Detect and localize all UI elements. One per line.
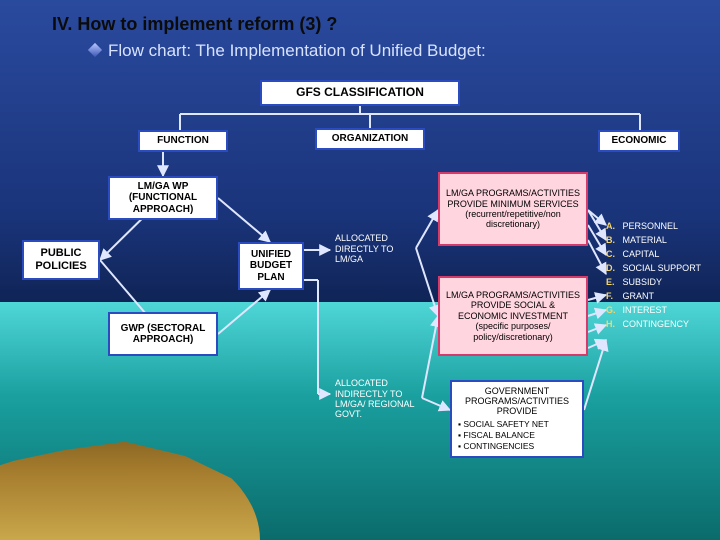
node-function: FUNCTION	[138, 130, 228, 152]
subtitle-text: Flow chart: The Implementation of Unifie…	[108, 41, 486, 60]
node-organization: ORGANIZATION	[315, 128, 425, 150]
gov-item: ▪ SOCIAL SAFETY NET	[458, 419, 576, 429]
econ-item: H. CONTINGENCY	[606, 318, 701, 332]
node-gwp: GWP (SECTORAL APPROACH)	[108, 312, 218, 356]
flowchart-canvas: GFS CLASSIFICATION FUNCTION ORGANIZATION EC…	[0, 70, 720, 540]
node-lmga_func: LM/GA WP (FUNCTIONAL APPROACH)	[108, 176, 218, 220]
econ-item: E. SUBSIDY	[606, 276, 701, 290]
node-gfs: GFS CLASSIFICATION	[260, 80, 460, 106]
gov-head: GOVERNMENT PROGRAMS/ACTIVITIES PROVIDE	[458, 386, 576, 416]
diamond-bullet-icon	[88, 43, 102, 57]
government-programs-box: GOVERNMENT PROGRAMS/ACTIVITIES PROVIDE ▪…	[450, 380, 584, 458]
gov-item: ▪ FISCAL BALANCE	[458, 430, 576, 440]
economic-list: A. PERSONNELB. MATERIALC. CAPITALD. SOCI…	[606, 220, 701, 332]
gov-list: ▪ SOCIAL SAFETY NET▪ FISCAL BALANCE▪ CON…	[458, 419, 576, 451]
node-alloc_dir: ALLOCATED DIRECTLY TO LM/GA	[330, 228, 416, 270]
node-public: PUBLIC POLICIES	[22, 240, 100, 280]
node-economic: ECONOMIC	[598, 130, 680, 152]
econ-item: G. INTEREST	[606, 304, 701, 318]
node-prog_min: LM/GA PROGRAMS/ACTIVITIES PROVIDE MINIMU…	[438, 172, 588, 246]
gov-item: ▪ CONTINGENCIES	[458, 441, 576, 451]
page-title: IV. How to implement reform (3) ?	[52, 14, 337, 35]
econ-item: C. CAPITAL	[606, 248, 701, 262]
node-alloc_ind: ALLOCATED INDIRECTLY TO LM/GA/ REGIONAL …	[330, 370, 422, 428]
econ-item: B. MATERIAL	[606, 234, 701, 248]
econ-item: F. GRANT	[606, 290, 701, 304]
econ-item: D. SOCIAL SUPPORT	[606, 262, 701, 276]
node-unified: UNIFIED BUDGET PLAN	[238, 242, 304, 290]
node-prog_soc: LM/GA PROGRAMS/ACTIVITIES PROVIDE SOCIAL…	[438, 276, 588, 356]
econ-item: A. PERSONNEL	[606, 220, 701, 234]
page-subtitle: Flow chart: The Implementation of Unifie…	[90, 41, 486, 61]
